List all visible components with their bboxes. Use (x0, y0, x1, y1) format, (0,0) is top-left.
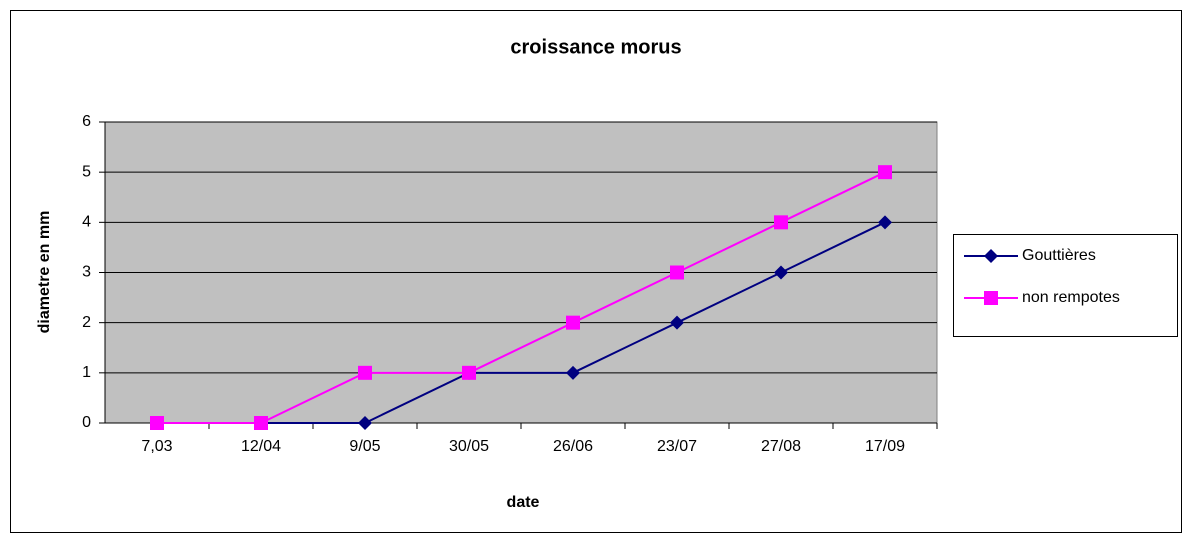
x-axis-label: date (507, 494, 540, 511)
series-line (157, 171, 886, 424)
data-point (774, 215, 788, 230)
data-point (358, 365, 372, 380)
data-point (254, 416, 268, 430)
data-point (878, 165, 892, 180)
x-tick-label: 17/09 (865, 438, 905, 455)
data-point (774, 265, 788, 280)
x-tick-label: 30/05 (449, 438, 489, 455)
x-tick-label: 12/04 (241, 438, 281, 455)
y-tick-label: 5 (82, 163, 91, 180)
data-point (462, 365, 476, 380)
legend-label: non rempotes (1022, 289, 1120, 306)
data-point (566, 315, 580, 330)
legend-marker (984, 249, 998, 263)
data-point (670, 265, 684, 280)
y-tick-label: 2 (82, 314, 91, 331)
legend-label: Gouttières (1022, 247, 1096, 264)
x-tick-label: 23/07 (657, 438, 697, 455)
x-tick-label: 9/05 (349, 438, 380, 455)
x-tick-label: 7,03 (141, 438, 172, 455)
data-point (670, 315, 684, 330)
y-tick-label: 6 (82, 113, 91, 130)
y-axis-label: diametre en mm (36, 211, 53, 334)
chart-title: croissance morus (510, 36, 681, 58)
legend-marker (984, 291, 998, 305)
y-tick-label: 1 (82, 364, 91, 381)
x-tick-label: 27/08 (761, 438, 801, 455)
data-point (878, 215, 892, 230)
data-point (358, 416, 372, 430)
y-tick-label: 3 (82, 264, 91, 281)
data-point (150, 416, 164, 430)
series-line (157, 221, 886, 424)
data-point (566, 365, 580, 380)
y-tick-label: 0 (82, 414, 91, 431)
x-tick-label: 26/06 (553, 438, 593, 455)
y-tick-label: 4 (82, 214, 91, 231)
